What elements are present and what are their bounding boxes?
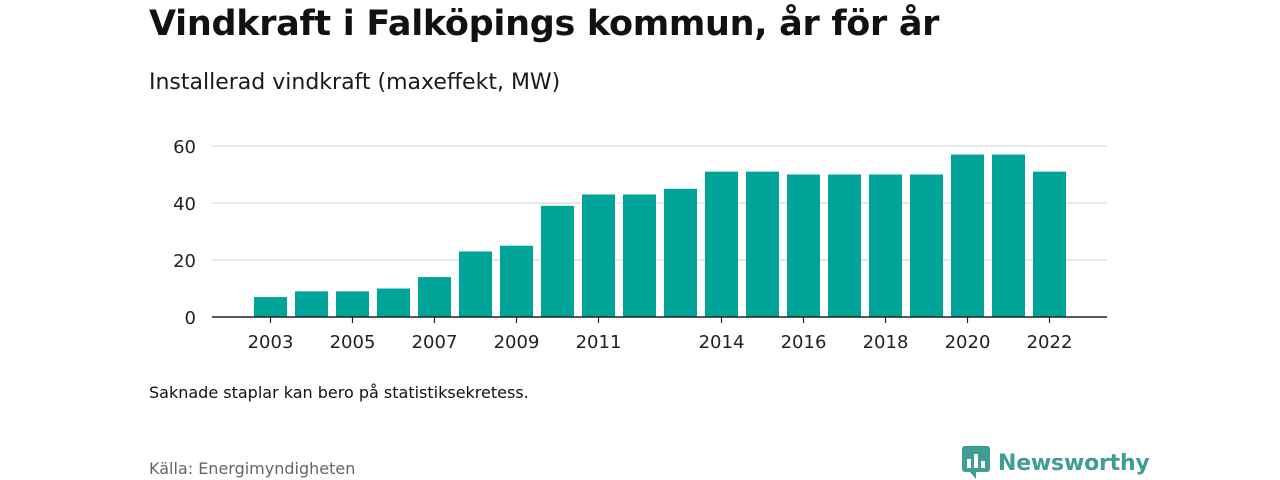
bar-2010 [541,205,574,317]
bar-2005 [336,291,369,317]
bar-2014 [705,171,738,317]
x-tick-label-2007: 2007 [412,332,458,353]
x-tick-label-2014: 2014 [699,332,745,353]
x-tick-label-2016: 2016 [781,332,827,353]
y-tick-label-20: 20 [173,251,196,272]
bar-2004 [295,291,328,317]
bar-2007 [418,277,451,317]
chart-title: Vindkraft i Falköpings kommun, år för år [149,4,940,44]
brand-name: Newsworthy [998,450,1150,476]
y-tick-label-40: 40 [173,194,196,215]
bar-2021 [992,154,1025,317]
chart-subtitle: Installerad vindkraft (maxeffekt, MW) [149,70,561,95]
x-tick-label-2011: 2011 [576,332,622,353]
bar-2012 [623,194,656,317]
x-tick-label-2005: 2005 [330,332,376,353]
bar-2020 [951,154,984,317]
footnote: Saknade staplar kan bero på statistiksek… [149,383,529,402]
bar-2018 [869,174,902,317]
bar-2011 [582,194,615,317]
x-tick-labels: 2003 2005 2007 2009 2011 2014 2016 2018 2020 2022 [248,332,1073,353]
x-tick-label-2022: 2022 [1027,332,1073,353]
bars [254,154,1066,317]
bar-2015 [746,171,779,317]
x-tick-label-2018: 2018 [863,332,909,353]
bar-2022 [1033,171,1066,317]
x-tick-label-2020: 2020 [945,332,991,353]
bar-2006 [377,288,410,317]
bar-2019 [910,174,943,317]
y-tick-label-0: 0 [185,308,196,329]
newsworthy-logo-icon [962,446,990,479]
bar-2013 [664,188,697,317]
y-tick-label-60: 60 [173,137,196,158]
bar-2003 [254,297,287,317]
y-tick-labels: 0 20 40 60 [173,137,196,329]
source-label: Källa: Energimyndigheten [149,459,356,478]
x-tick-label-2003: 2003 [248,332,294,353]
bar-2017 [828,174,861,317]
bar-2016 [787,174,820,317]
bar-2008 [459,251,492,317]
x-tick-label-2009: 2009 [494,332,540,353]
brand-logo: Newsworthy [962,446,1150,480]
axes [212,316,1107,323]
bar-2009 [500,245,533,317]
